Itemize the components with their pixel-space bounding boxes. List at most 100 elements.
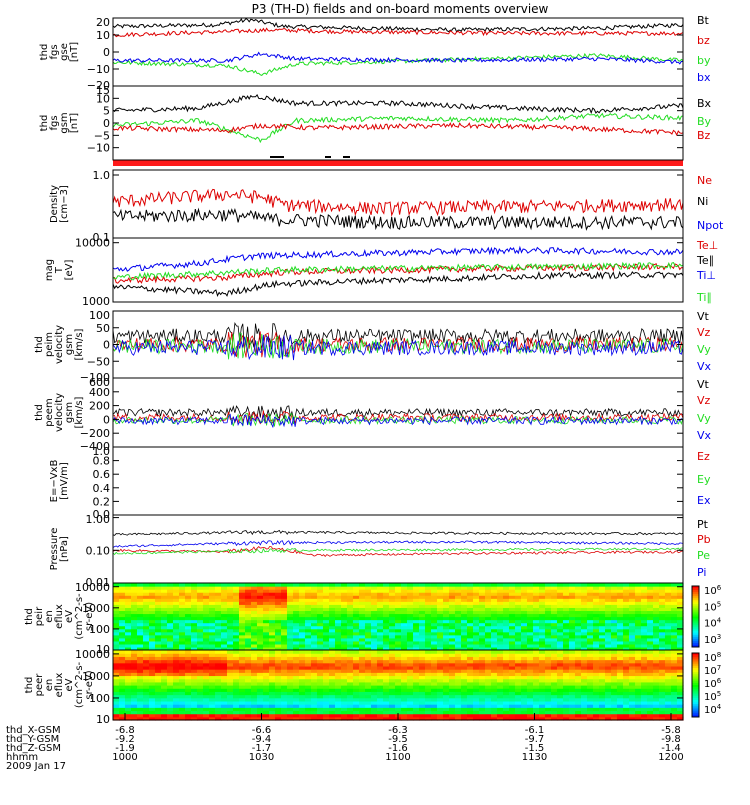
spectrogram-cell (203, 610, 210, 615)
spectrogram-cell (209, 601, 216, 605)
spectrogram-cell (545, 610, 552, 615)
spectrogram-cell (653, 675, 660, 680)
spectrogram-cell (167, 583, 174, 587)
spectrogram-cell (209, 622, 216, 627)
spectrogram-cell (167, 607, 174, 612)
spectrogram-cell (305, 592, 312, 596)
spectrogram-cell (143, 697, 150, 702)
spectrogram-cell (647, 637, 654, 642)
spectrogram-cell (347, 634, 354, 639)
spectrogram-cell (173, 681, 180, 686)
spectrogram-cell (479, 665, 486, 670)
spectrogram-cell (413, 604, 420, 608)
spectrogram-cell (545, 659, 552, 664)
spectrogram-cell (569, 628, 576, 633)
spectrogram-cell (431, 589, 438, 593)
spectrogram-cell (479, 595, 486, 599)
spectrogram-cell (371, 631, 378, 636)
spectrogram-cell (443, 685, 450, 689)
spectrogram-cell (671, 675, 678, 680)
y-tick-label: 0.1 (93, 231, 111, 244)
spectrogram-cell (371, 589, 378, 593)
spectrogram-cell (347, 710, 354, 715)
spectrogram-cell (635, 616, 642, 621)
spectrogram-cell (533, 685, 540, 689)
spectrogram-cell (443, 616, 450, 621)
spectrogram-cell (401, 634, 408, 639)
colorbar-step (692, 628, 699, 632)
spectrogram-cell (269, 619, 276, 624)
spectrogram-cell (497, 716, 504, 721)
spectrogram-cell (479, 637, 486, 642)
spectrogram-cell (473, 665, 480, 670)
spectrogram-cell (269, 685, 276, 689)
spectrogram-cell (647, 707, 654, 712)
spectrogram-cell (623, 589, 630, 593)
spectrogram-cell (365, 685, 372, 689)
y-tick-label: 5 (103, 105, 110, 118)
spectrogram-cell (665, 646, 672, 651)
spectrogram-cell (161, 665, 168, 670)
spectrogram-cell (605, 713, 612, 718)
spectrogram-cell (353, 685, 360, 689)
y-axis-title-line: [nT] (69, 113, 80, 133)
spectrogram-cell (635, 622, 642, 627)
spectrogram-cell (185, 694, 192, 699)
spectrogram-cell (161, 691, 168, 696)
spectrogram-cell (503, 713, 510, 718)
spectrogram-cell (503, 586, 510, 590)
spectrogram-cell (677, 710, 684, 715)
spectrogram-cell (533, 610, 540, 615)
spectrogram-cell (329, 707, 336, 712)
spectrogram-cell (575, 619, 582, 624)
spectrogram-cell (437, 675, 444, 680)
spectrogram-cell (155, 607, 162, 612)
colorbar-step (692, 659, 699, 663)
spectrogram-cell (257, 634, 264, 639)
spectrogram-cell (557, 675, 564, 680)
spectrogram-cell (623, 616, 630, 621)
spectrogram-cell (653, 619, 660, 624)
spectrogram-cell (473, 656, 480, 661)
spectrogram-cell (425, 675, 432, 680)
spectrogram-cell (605, 607, 612, 612)
spectrogram-cell (245, 637, 252, 642)
spectrogram-cell (365, 613, 372, 618)
spectrogram-cell (335, 659, 342, 664)
spectrogram-cell (215, 631, 222, 636)
spectrogram-cell (449, 601, 456, 605)
spectrogram-cell (281, 662, 288, 667)
y-tick-label: 100 (89, 309, 110, 322)
spectrogram-cell (329, 604, 336, 608)
time-row-value: -1.6 (388, 743, 408, 754)
spectrogram-cell (275, 586, 282, 590)
spectrogram-cell (149, 622, 156, 627)
spectrogram-cell (617, 604, 624, 608)
spectrogram-cell (197, 625, 204, 630)
spectrogram-cell (185, 643, 192, 648)
spectrogram-cell (599, 643, 606, 648)
spectrogram-cell (521, 598, 528, 602)
y-tick-label: 1000 (82, 295, 110, 308)
spectrogram-cell (533, 669, 540, 673)
spectrogram-cell (395, 669, 402, 673)
y-axis-title-line: E=−VxB (49, 460, 60, 503)
spectrogram-cell (563, 640, 570, 645)
spectrogram-cell (311, 583, 318, 587)
spectrogram-cell (659, 650, 666, 654)
spectrogram-cell (179, 628, 186, 633)
spectrogram-cell (449, 631, 456, 636)
spectrogram-cell (257, 659, 264, 664)
spectrogram-cell (611, 637, 618, 642)
spectrogram-cell (299, 619, 306, 624)
spectrogram-cell (533, 637, 540, 642)
spectrogram-cell (137, 583, 144, 587)
spectrogram-cell (209, 650, 216, 654)
y-axis-title-line: Pressure (49, 528, 60, 571)
spectrogram-cell (383, 592, 390, 596)
spectrogram-cell (575, 716, 582, 721)
spectrogram-cell (401, 640, 408, 645)
spectrogram-cell (653, 662, 660, 667)
spectrogram-cell (383, 640, 390, 645)
